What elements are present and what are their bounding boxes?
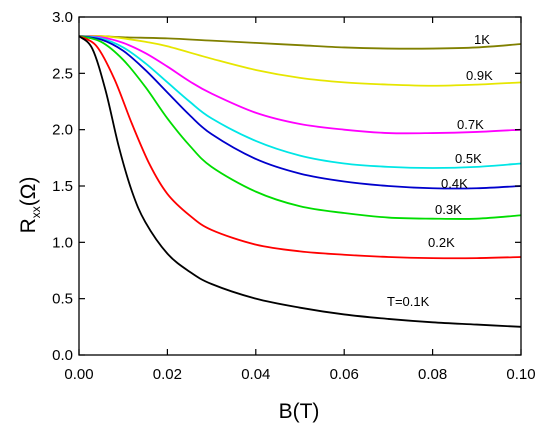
curve-label-0-5k: 0.5K <box>455 151 482 166</box>
y-axis-title: Rxx(Ω) <box>17 177 43 234</box>
y-axis-title-unit: (Ω) <box>17 177 40 207</box>
curve-label-0-3k: 0.3K <box>435 202 462 217</box>
curve-0-2k <box>78 35 522 260</box>
y-tick-label: 3.0 <box>52 9 73 26</box>
curve-label-group: 1K 0.9K 0.7K 0.5K 0.4K 0.3K 0.2K T=0.1K <box>387 32 493 309</box>
curve-0-5k <box>78 35 522 169</box>
y-axis-title-main: R <box>17 218 40 233</box>
curve-0-4k <box>78 35 522 190</box>
curve-0-3k <box>78 35 522 220</box>
curve-0-9k <box>78 35 522 87</box>
y-tick-label: 0.5 <box>52 291 73 308</box>
x-axis-title: B(T) <box>279 400 320 423</box>
curve-label-t-0-1k: T=0.1K <box>387 294 430 309</box>
curve-0-7k <box>78 35 522 135</box>
tick-group: 0.00 0.02 0.04 0.06 0.08 0.10 0.0 0.5 1.0 1.5 2.0 2… <box>52 9 535 383</box>
x-tick-label: 0.06 <box>330 366 359 383</box>
curve-1k <box>78 35 522 50</box>
y-tick-label: 1.5 <box>52 178 73 195</box>
x-tick-label: 0.02 <box>153 366 182 383</box>
curve-label-0-7k: 0.7K <box>457 117 484 132</box>
x-tick-label: 0.04 <box>241 366 270 383</box>
y-tick-label: 2.5 <box>52 65 73 82</box>
x-tick-label: 0.08 <box>418 366 447 383</box>
y-tick-label: 1.0 <box>52 234 73 251</box>
curve-label-0-4k: 0.4K <box>441 176 468 191</box>
curve-label-1k: 1K <box>474 32 490 47</box>
y-tick-label: 0.0 <box>52 347 73 364</box>
y-tick-label: 2.0 <box>52 122 73 139</box>
curve-label-0-9k: 0.9K <box>466 68 493 83</box>
y-axis-title-subscript: xx <box>29 206 43 218</box>
curve-t-0-1k <box>78 35 522 328</box>
x-tick-label: 0.00 <box>64 366 93 383</box>
curve-group <box>78 35 522 328</box>
x-tick-label: 0.10 <box>506 366 535 383</box>
curve-label-0-2k: 0.2K <box>428 235 455 250</box>
